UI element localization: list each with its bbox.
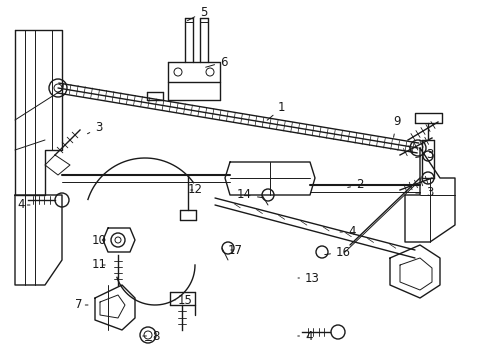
Text: 5: 5 — [187, 5, 207, 21]
Text: 9: 9 — [392, 116, 400, 137]
Text: 3: 3 — [415, 148, 432, 162]
Text: 3: 3 — [87, 121, 102, 135]
Text: 1: 1 — [266, 102, 285, 120]
Text: 17: 17 — [227, 243, 243, 256]
Text: 13: 13 — [297, 271, 319, 284]
Text: 4: 4 — [17, 198, 30, 211]
Text: 10: 10 — [92, 234, 107, 247]
Text: 2: 2 — [347, 179, 363, 192]
Text: 16: 16 — [324, 246, 350, 258]
Text: 7: 7 — [75, 298, 88, 311]
Text: 4: 4 — [339, 225, 355, 238]
Text: 8: 8 — [142, 329, 159, 342]
Text: 4: 4 — [297, 329, 312, 342]
Text: 12: 12 — [187, 184, 203, 197]
Text: 11: 11 — [92, 258, 107, 271]
Text: 6: 6 — [205, 55, 227, 68]
Text: 14: 14 — [237, 189, 262, 202]
Text: 3: 3 — [415, 186, 432, 199]
Text: 15: 15 — [175, 293, 192, 306]
